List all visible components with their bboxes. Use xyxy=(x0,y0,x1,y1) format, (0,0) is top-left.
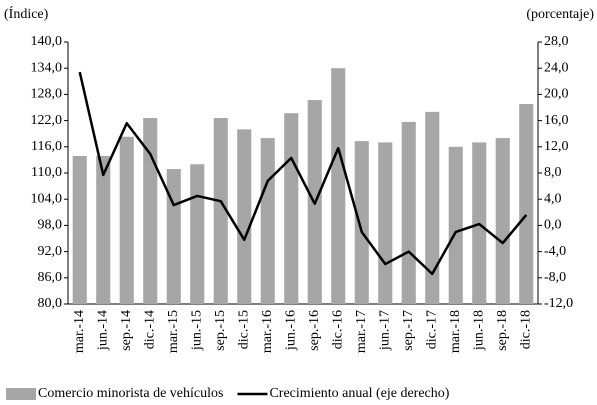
x-tick-label: jun.-15 xyxy=(189,310,204,351)
y2-tick-label: 28,0 xyxy=(544,34,569,49)
bar xyxy=(448,146,463,304)
y2-tick-label: 16,0 xyxy=(544,113,569,128)
line xyxy=(78,71,528,276)
bar xyxy=(401,121,416,304)
x-tick-label: dic.-14 xyxy=(142,310,157,349)
y2-tick-label: 8,0 xyxy=(544,165,562,180)
bar xyxy=(190,164,205,304)
x-tick-label: mar.-18 xyxy=(448,310,463,353)
y-tick-label: 128,0 xyxy=(31,87,63,102)
bar xyxy=(96,155,111,304)
x-tick-label: dic.-15 xyxy=(236,310,251,349)
bar xyxy=(213,117,228,304)
y2-tick-label: -12,0 xyxy=(544,296,573,311)
bar xyxy=(119,136,134,304)
y2-tick-label: -4,0 xyxy=(544,244,566,259)
x-tick-label: mar.-17 xyxy=(354,310,369,353)
x-tick-label: dic.-17 xyxy=(424,310,439,349)
y-tick-label: 140,0 xyxy=(31,34,63,49)
x-tick-label: sep.-18 xyxy=(495,310,510,351)
y2-tick-label: 4,0 xyxy=(544,191,562,206)
bar xyxy=(72,155,87,304)
y2-tick-label: 20,0 xyxy=(544,87,569,102)
y-tick-label: 116,0 xyxy=(31,139,62,154)
x-tick-label: jun.-16 xyxy=(283,310,298,351)
y2-tick-label: 0,0 xyxy=(544,218,562,233)
bar xyxy=(519,104,534,304)
y2-tick-label: -8,0 xyxy=(544,270,566,285)
bar xyxy=(425,111,440,304)
y2-tick-label: 12,0 xyxy=(544,139,569,154)
y-axis-title: (Índice) xyxy=(4,5,49,22)
legend-swatch xyxy=(6,388,36,400)
bar xyxy=(354,141,369,304)
y2-tick-label: 24,0 xyxy=(544,60,569,75)
bar xyxy=(495,138,510,304)
y-tick-label: 98,0 xyxy=(38,218,63,233)
x-tick-label: mar.-14 xyxy=(72,310,87,353)
y-tick-label: 80,0 xyxy=(38,296,63,311)
x-tick-label: dic.-16 xyxy=(330,310,345,349)
bar xyxy=(237,129,252,304)
x-tick-label: sep.-17 xyxy=(401,310,416,351)
x-tick-label: sep.-16 xyxy=(307,310,322,351)
legend-label: Comercio minorista de vehículos xyxy=(38,386,223,401)
bar xyxy=(378,142,393,304)
y-tick-label: 86,0 xyxy=(38,270,63,285)
bar xyxy=(331,68,346,304)
y-tick-label: 110,0 xyxy=(31,165,62,180)
x-tick-label: sep.-14 xyxy=(119,310,134,351)
x-tick-label: mar.-15 xyxy=(166,310,181,353)
x-tick-label: jun.-17 xyxy=(377,310,392,351)
bar xyxy=(284,113,299,304)
y2-axis-title: (porcentaje) xyxy=(526,7,594,22)
y-tick-label: 104,0 xyxy=(31,191,63,206)
x-tick-label: jun.-18 xyxy=(471,310,486,351)
x-tick-label: jun.-14 xyxy=(95,310,110,351)
y-tick-label: 134,0 xyxy=(31,60,63,75)
y-tick-label: 92,0 xyxy=(38,244,63,259)
legend-label: Crecimiento anual (eje derecho) xyxy=(269,386,449,401)
x-tick-label: dic.-18 xyxy=(518,310,533,349)
x-tick-label: mar.-16 xyxy=(260,310,275,353)
y-tick-label: 122,0 xyxy=(31,113,63,128)
bar xyxy=(166,169,181,304)
x-tick-label: sep.-15 xyxy=(213,310,228,351)
bar xyxy=(260,138,275,304)
